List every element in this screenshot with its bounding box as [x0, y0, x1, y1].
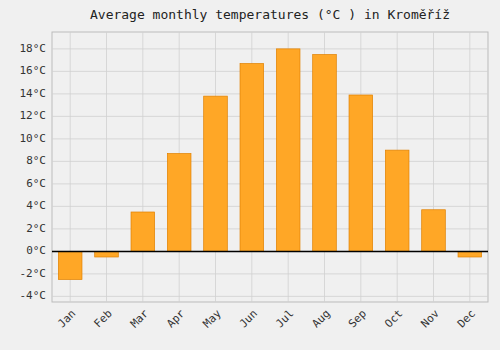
bar — [385, 150, 409, 251]
y-grid-line — [52, 183, 488, 184]
y-tick-label: 10°C — [20, 132, 47, 145]
bars — [52, 49, 488, 280]
y-axis: -4°C -2°C 0°C 2°C 4°C 6°C 8°C 10°C 12°C 14°C 16°C 1… — [20, 42, 47, 303]
bar — [131, 212, 155, 251]
y-tick-label: 0°C — [26, 244, 46, 257]
x-tick-label: Jun — [237, 307, 260, 330]
bar — [422, 210, 446, 252]
x-tick-label: Apr — [164, 307, 188, 331]
y-grid-line — [52, 116, 488, 117]
x-grid-line — [433, 32, 434, 302]
chart: -4°C -2°C 0°C 2°C 4°C 6°C 8°C 10°C 12°C 14°C 16°C 1… — [0, 0, 500, 350]
y-grid-line — [52, 48, 488, 49]
y-grid-line — [52, 93, 488, 94]
x-tick-label: Mar — [128, 307, 152, 331]
y-tick-label: 18°C — [20, 42, 47, 55]
y-grid-line — [52, 296, 488, 297]
y-tick-label: 16°C — [20, 64, 47, 77]
y-tick-label: -2°C — [20, 267, 47, 280]
y-grid-line — [52, 138, 488, 139]
grid — [52, 32, 488, 302]
x-tick-label: Feb — [91, 307, 114, 330]
bar — [458, 251, 482, 257]
bar — [276, 49, 300, 252]
y-tick-label: -4°C — [20, 289, 47, 302]
zero-line — [52, 251, 488, 253]
title: Average monthly temperatures (°C ) in Kr… — [90, 7, 450, 22]
y-tick-label: 8°C — [26, 154, 46, 167]
y-tick-label: 4°C — [26, 199, 46, 212]
x-tick-label: Nov — [418, 307, 442, 331]
bar — [349, 95, 373, 251]
bar — [95, 251, 119, 257]
x-axis: Jan Feb Mar Apr May Jun Jul Aug Sep Oct Nov Dec — [55, 307, 478, 331]
x-tick-label: Jul — [273, 307, 296, 330]
plot-frame — [52, 32, 488, 302]
x-tick-label: Sep — [346, 307, 369, 330]
y-grid-line — [52, 71, 488, 72]
x-tick-label: May — [200, 307, 224, 331]
x-grid-line — [469, 32, 470, 302]
x-tick-label: Oct — [382, 307, 405, 330]
y-tick-label: 14°C — [20, 87, 47, 100]
bar — [58, 251, 82, 279]
y-grid-line — [52, 161, 488, 162]
x-tick-label: Dec — [455, 307, 478, 330]
y-grid-line — [52, 251, 488, 252]
bar — [240, 64, 264, 252]
y-tick-label: 12°C — [20, 109, 47, 122]
x-tick-label: Jan — [55, 307, 78, 330]
bar — [167, 154, 191, 252]
bar — [204, 96, 228, 251]
y-grid-line — [52, 273, 488, 274]
background — [0, 0, 500, 350]
x-grid-line — [142, 32, 143, 302]
bar — [313, 55, 337, 252]
x-tick-label: Aug — [309, 307, 332, 330]
y-tick-label: 6°C — [26, 177, 46, 190]
y-tick-label: 2°C — [26, 222, 46, 235]
y-grid-line — [52, 206, 488, 207]
x-grid-line — [106, 32, 107, 302]
